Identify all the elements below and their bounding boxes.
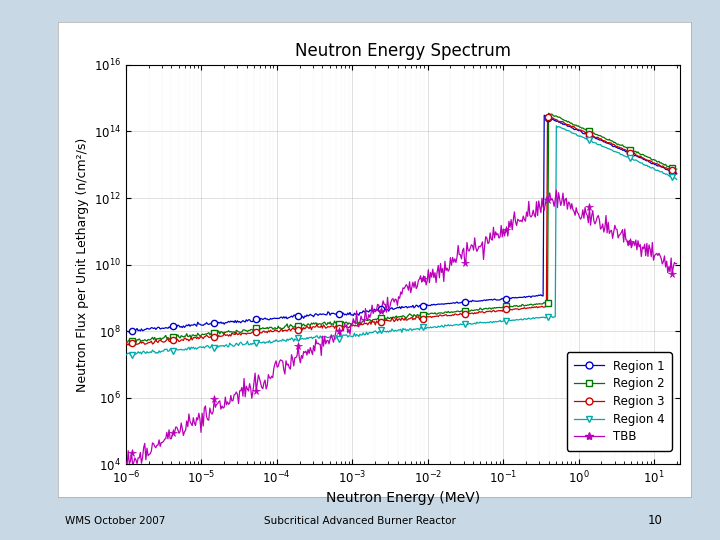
Title: Neutron Energy Spectrum: Neutron Energy Spectrum <box>295 43 511 60</box>
Text: 10: 10 <box>647 514 662 526</box>
Legend: Region 1, Region 2, Region 3, Region 4, TBB: Region 1, Region 2, Region 3, Region 4, … <box>567 353 672 450</box>
Text: WMS October 2007: WMS October 2007 <box>65 516 165 526</box>
Y-axis label: Neutron Flux per Unit Lethargy (n/cm²/s): Neutron Flux per Unit Lethargy (n/cm²/s) <box>76 138 89 392</box>
X-axis label: Neutron Energy (MeV): Neutron Energy (MeV) <box>326 491 480 505</box>
Text: Subcritical Advanced Burner Reactor: Subcritical Advanced Burner Reactor <box>264 516 456 526</box>
